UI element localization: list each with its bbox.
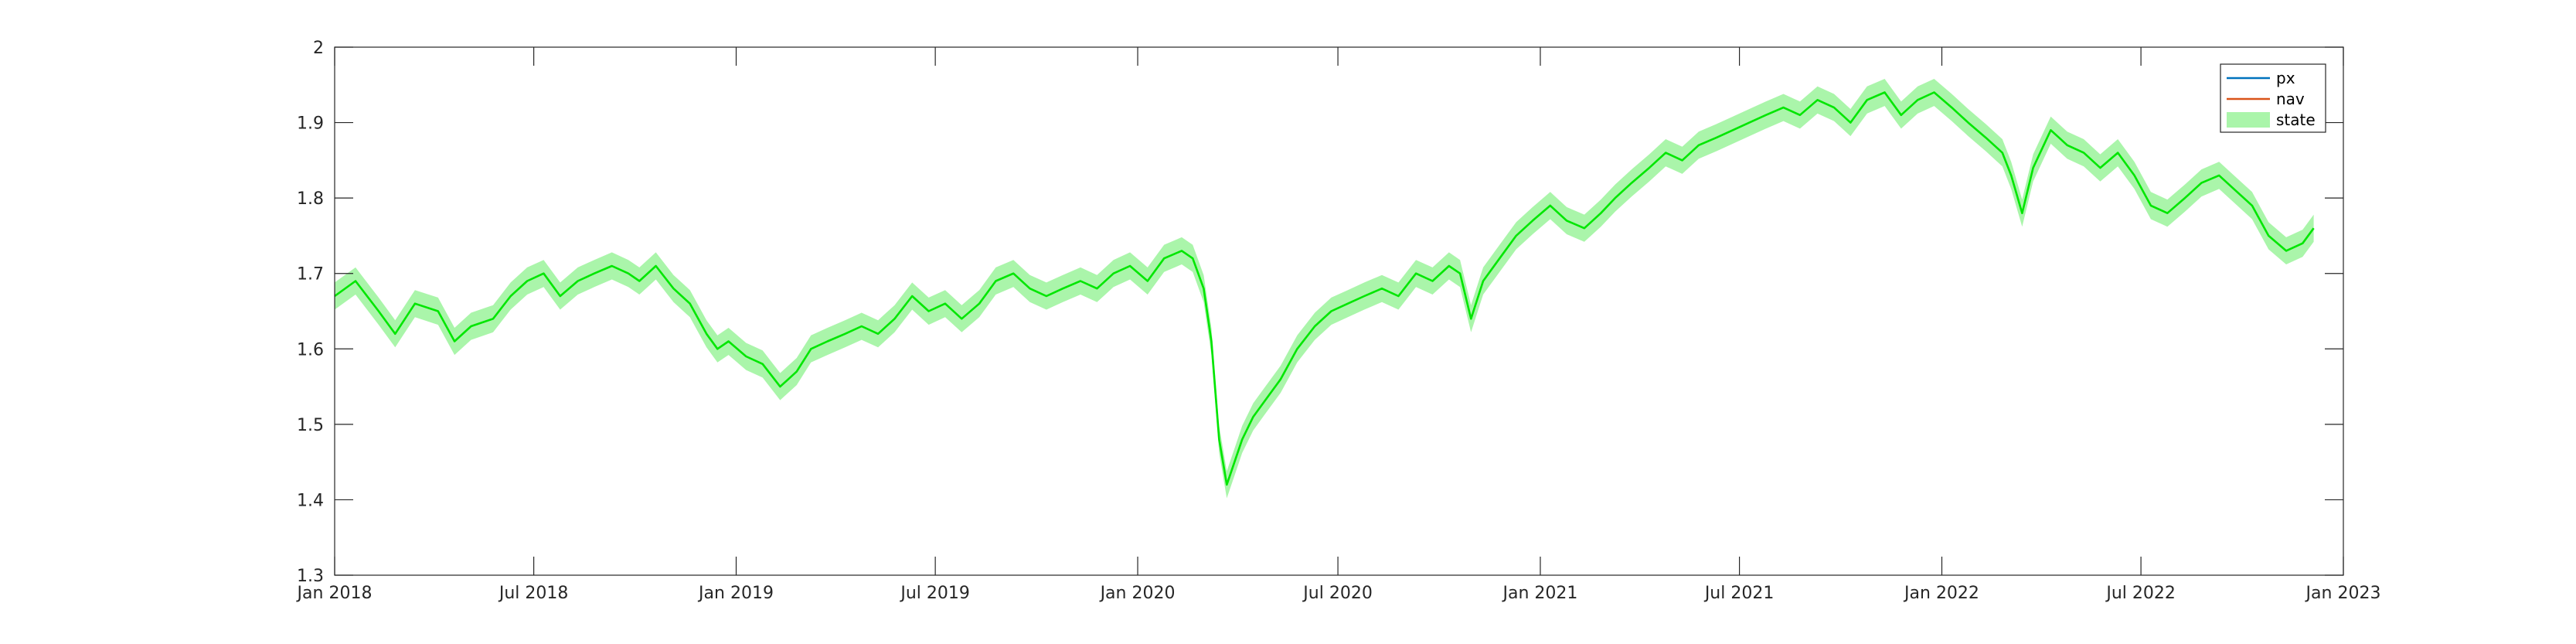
state-confidence-band [335,79,2314,499]
y-axis: 1.3 1.4 1.5 1.6 1.7 1.8 1.9 2 [297,39,2343,586]
y-tick-label: 2 [313,39,324,58]
y-tick-label: 1.7 [297,265,324,285]
series-lines [334,91,2315,486]
x-tick-label: Jul 2019 [899,584,970,603]
y-tick-label: 1.9 [297,114,324,134]
legend-swatch-state [2227,112,2270,128]
y-tick-label: 1.4 [297,491,324,510]
x-tick-label: Jul 2022 [2105,584,2176,603]
y-tick-label: 1.6 [297,340,324,359]
x-tick-label: Jan 2022 [1903,584,1979,603]
band-state [335,79,2314,499]
x-tick-label: Jul 2021 [1703,584,1775,603]
x-tick-label: Jan 2021 [1502,584,1578,603]
x-tick-label: Jan 2018 [296,584,373,603]
x-tick-label: Jul 2018 [498,584,569,603]
legend-label-state: state [2276,111,2316,129]
legend-label-px: px [2276,69,2295,87]
x-tick-label: Jan 2020 [1099,584,1176,603]
series-line-state [334,91,2315,486]
y-tick-label: 1.8 [297,189,324,209]
legend-label-nav: nav [2276,90,2305,108]
x-tick-label: Jan 2023 [2305,584,2381,603]
y-tick-label: 1.3 [297,567,324,586]
y-tick-label: 1.5 [297,416,324,435]
legend: px nav state [2220,63,2326,133]
x-axis: Jan 2018 Jul 2018 Jan 2019 Jul 2019 Jan 2020… [296,47,2381,603]
x-tick-label: Jan 2019 [697,584,774,603]
plot-area-frame [334,46,2344,576]
x-tick-label: Jul 2020 [1302,584,1373,603]
legend-entries: px nav state [2227,69,2316,129]
